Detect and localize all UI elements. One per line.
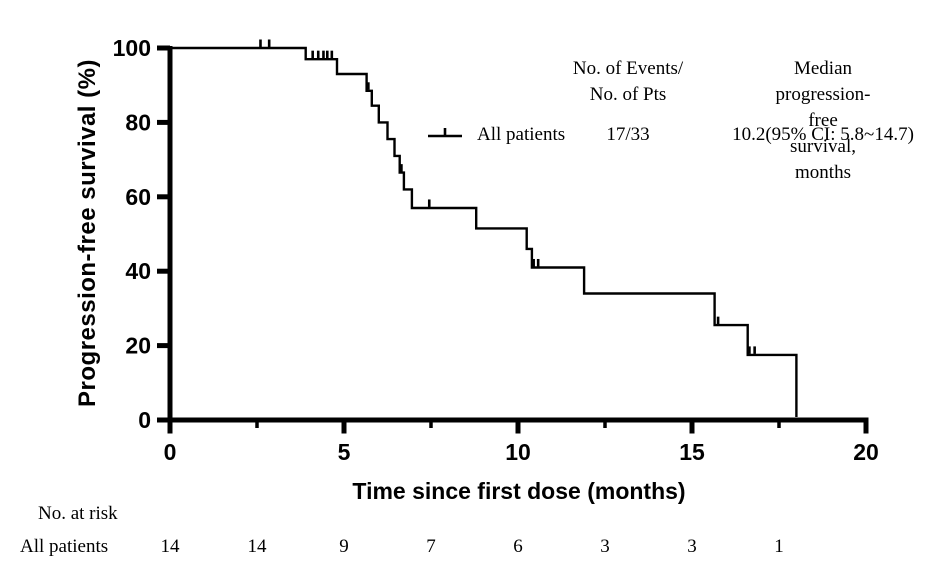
legend-series-label: All patients [477,124,566,145]
x-axis-title: Time since first dose (months) [352,478,686,504]
y-tick-label: 100 [113,35,151,61]
y-tick-label: 40 [125,258,151,284]
legend-median-value: 10.2(95% CI: 5.8~14.7) [732,124,914,145]
x-tick-label: 15 [679,439,705,465]
legend-median-header: Median progression-free survival, months [775,58,871,183]
legend-events-header: No. of Events/ No. of Pts [572,58,684,105]
legend-events-value: 17/33 [606,124,650,145]
y-tick-label: 80 [125,109,151,135]
x-tick-label: 20 [853,439,879,465]
km-step-curve [170,46,798,417]
risk-table-header: No. at risk [38,503,118,524]
y-tick-label: 20 [125,333,151,359]
x-tick-label: 0 [164,439,177,465]
x-tick-label: 5 [338,439,351,465]
risk-row-label: All patients [20,536,109,557]
y-axis-title: Progression-free survival (%) [74,59,101,407]
x-tick-label: 10 [505,439,531,465]
y-tick-label: 0 [138,407,151,433]
y-tick-label: 60 [125,184,151,210]
